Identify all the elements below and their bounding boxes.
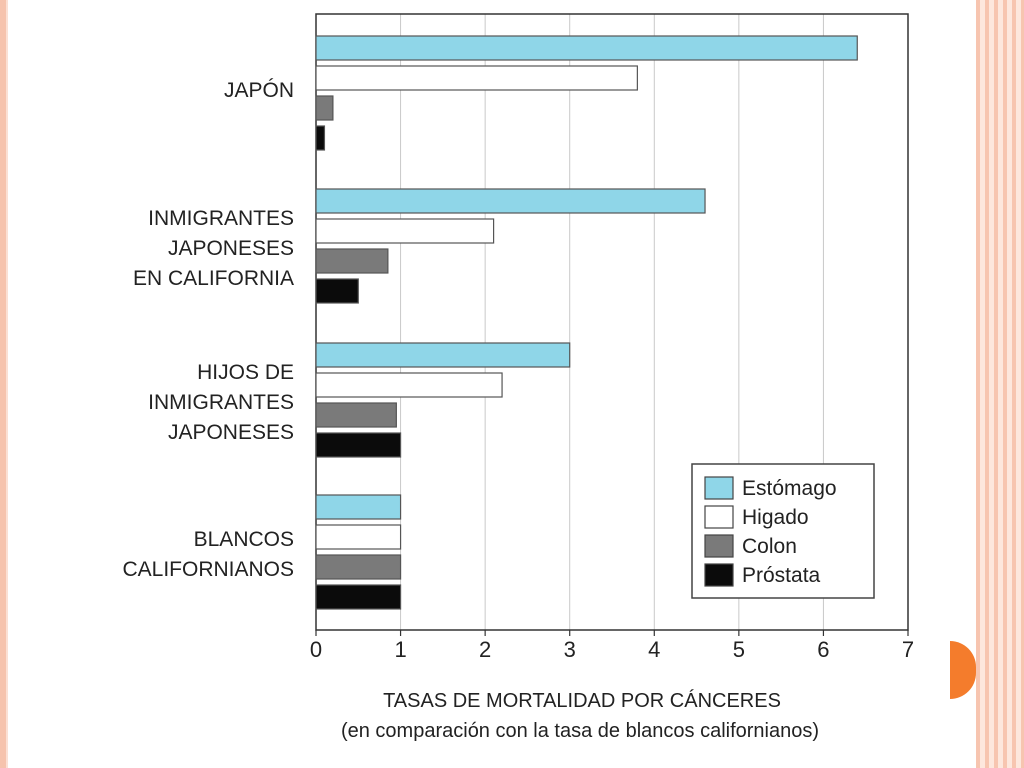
- x-tick-label: 6: [817, 637, 829, 662]
- legend: Estómago Higado Colon Próstata: [691, 463, 875, 599]
- bar-próstata: [315, 584, 402, 610]
- legend-label-colon: Colon: [742, 535, 797, 558]
- legend-label-próstata: Próstata: [742, 564, 821, 587]
- category-label: JAPÓN: [224, 79, 294, 102]
- category-labels: JAPÓN INMIGRANTES JAPONESES EN CALIFORNIA HI…: [122, 79, 294, 581]
- bars-layer: [315, 35, 858, 610]
- bar-próstata: [315, 125, 326, 151]
- legend-label-estómago: Estómago: [742, 477, 837, 500]
- x-axis-subtitle: (en comparación con la tasa de blancos c…: [341, 720, 819, 742]
- x-tick-label: 4: [648, 637, 660, 662]
- legend-swatch-higado: [704, 505, 734, 529]
- bar-estómago: [315, 188, 706, 214]
- x-axis-ticks: 0 1 2 3 4 5 6 7: [310, 630, 914, 662]
- x-tick-label: 1: [394, 637, 406, 662]
- x-tick-label: 0: [310, 637, 322, 662]
- category-label: JAPONESES: [168, 237, 294, 260]
- bar-higado: [315, 372, 503, 398]
- x-tick-label: 5: [733, 637, 745, 662]
- bar-estómago: [315, 35, 858, 61]
- legend-swatch-próstata: [704, 563, 734, 587]
- legend-label-higado: Higado: [742, 506, 809, 529]
- slide-border-right: [976, 0, 1024, 768]
- x-tick-label: 3: [564, 637, 576, 662]
- plot-frame: [315, 13, 909, 631]
- bar-próstata: [315, 432, 402, 458]
- bar-estómago: [315, 494, 402, 520]
- slide-border-left: [0, 0, 8, 768]
- category-label: INMIGRANTES: [148, 391, 294, 414]
- bar-colon: [315, 95, 334, 121]
- bar-higado: [315, 524, 402, 550]
- bar-próstata: [315, 278, 359, 304]
- x-tick-label: 2: [479, 637, 491, 662]
- bar-estómago: [315, 342, 571, 368]
- category-label: HIJOS DE: [197, 361, 294, 384]
- grid-layer: [400, 14, 824, 630]
- x-tick-label: 7: [902, 637, 914, 662]
- x-axis-title: TASAS DE MORTALIDAD POR CÁNCERES: [383, 689, 781, 712]
- legend-swatch-colon: [704, 534, 734, 558]
- bar-colon: [315, 554, 402, 580]
- category-label: EN CALIFORNIA: [133, 267, 294, 290]
- bar-higado: [315, 65, 638, 91]
- category-label: CALIFORNIANOS: [122, 558, 294, 581]
- legend-swatch-estómago: [704, 476, 734, 500]
- bar-colon: [315, 402, 397, 428]
- slide-content-area: [46, 0, 978, 768]
- bar-higado: [315, 218, 495, 244]
- category-label: BLANCOS: [194, 528, 294, 551]
- category-label: INMIGRANTES: [148, 207, 294, 230]
- bar-colon: [315, 248, 389, 274]
- category-label: JAPONESES: [168, 421, 294, 444]
